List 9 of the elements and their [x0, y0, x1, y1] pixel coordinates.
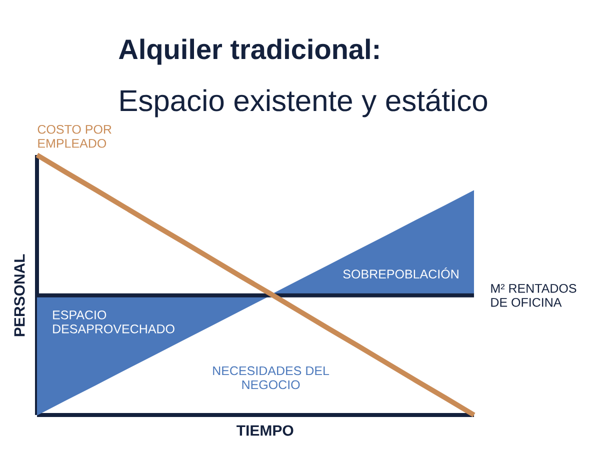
annotation: ESPACIO DESAPROVECHADO — [53, 310, 174, 334]
x-axis-title: TIEMPO — [236, 425, 294, 436]
text: NECESIDADES DEL NEGOCIO — [213, 366, 330, 390]
series-label: M² RENTADOS DE OFICINA — [491, 284, 576, 307]
chart-subtitle: Espacio existente y estático — [120, 88, 488, 118]
chart-title: Alquiler tradicional: — [118, 38, 378, 65]
series-label: COSTO POR EMPLEADO — [38, 124, 112, 148]
annotation: SOBREPOBLACIÓN — [343, 268, 458, 279]
y-axis-title: PERSONAL — [14, 254, 25, 336]
